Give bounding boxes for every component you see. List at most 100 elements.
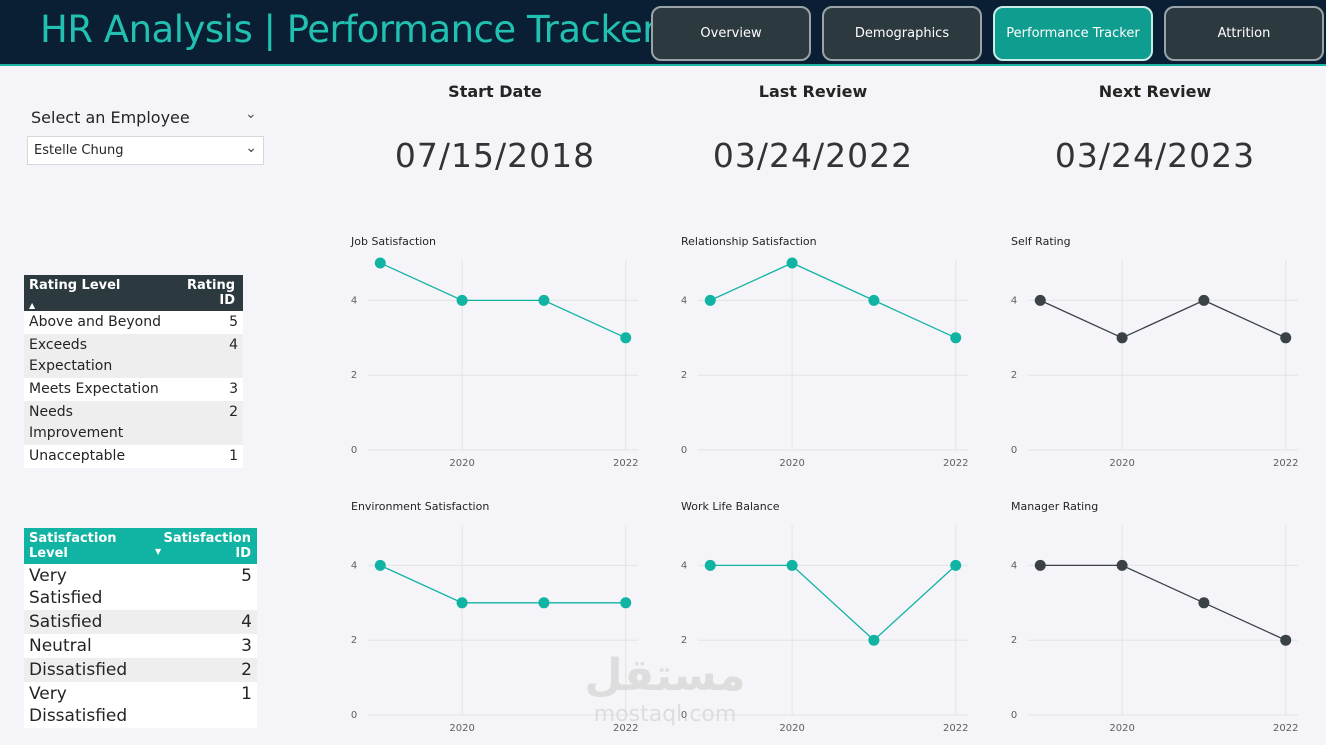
rating-id-cell: 3 xyxy=(166,378,243,401)
data-point[interactable] xyxy=(1280,634,1292,646)
x-tick-label: 2020 xyxy=(1109,723,1134,734)
data-point[interactable] xyxy=(1116,332,1128,344)
data-point[interactable] xyxy=(786,559,798,571)
satisfaction-level-cell: Dissatisfied xyxy=(24,658,151,682)
table-row: Neutral 3 xyxy=(24,634,257,658)
sort-ascending-icon: ▲ xyxy=(29,301,36,310)
y-tick-label: 0 xyxy=(681,710,687,721)
data-point[interactable] xyxy=(868,634,880,646)
satisfaction-id-cell: 2 xyxy=(150,658,257,682)
data-point[interactable] xyxy=(704,559,716,571)
employee-dropdown-value: Estelle Chung xyxy=(34,143,124,158)
y-tick-label: 2 xyxy=(351,370,357,381)
satisfaction-level-cell: Very Satisfied xyxy=(24,564,151,610)
y-tick-label: 0 xyxy=(351,445,357,456)
chart-title: Self Rating xyxy=(1011,235,1071,248)
data-point[interactable] xyxy=(1034,294,1046,306)
column-header-rating-id[interactable]: Rating ID xyxy=(166,275,243,311)
data-point[interactable] xyxy=(704,294,716,306)
chart-title: Environment Satisfaction xyxy=(351,500,489,513)
data-point[interactable] xyxy=(1198,597,1210,609)
watermark: مستقل mostaql.com xyxy=(580,650,750,730)
data-point[interactable] xyxy=(1034,559,1046,571)
environment-satisfaction-chart[interactable]: Environment Satisfaction 0 2 4 2020 2022 xyxy=(340,495,660,740)
rating-level-cell: Above and Beyond xyxy=(24,311,167,334)
nav-overview-button[interactable]: Overview xyxy=(651,6,811,61)
chart-title: Job Satisfaction xyxy=(350,235,436,248)
relationship-satisfaction-chart[interactable]: Relationship Satisfaction 0 2 4 2020 2022 xyxy=(670,230,990,475)
chart-svg: Job Satisfaction 0 2 4 2020 2022 xyxy=(350,235,638,469)
column-header-satisfaction-level[interactable]: Satisfaction Level xyxy=(24,528,151,564)
nav-attrition-button[interactable]: Attrition xyxy=(1164,6,1324,61)
series-line xyxy=(380,564,626,604)
data-point[interactable] xyxy=(538,597,550,609)
x-tick-label: 2022 xyxy=(1273,723,1298,734)
data-point[interactable] xyxy=(950,559,962,571)
satisfaction-level-cell: Very Dissatisfied xyxy=(24,682,151,728)
data-point[interactable] xyxy=(620,597,632,609)
rating-level-cell: Unacceptable xyxy=(24,445,167,468)
sort-descending-icon: ▼ xyxy=(155,547,162,556)
data-point[interactable] xyxy=(456,294,468,306)
data-point[interactable] xyxy=(950,332,962,344)
table-row: Dissatisfied 2 xyxy=(24,658,257,682)
table-row: Very Dissatisfied 1 xyxy=(24,682,257,728)
start-date-label: Start Date xyxy=(448,82,542,101)
column-header-satisfaction-id[interactable]: Satisfaction ID xyxy=(150,528,257,564)
next-review-value: 03/24/2023 xyxy=(1054,136,1256,175)
column-header-rating-level[interactable]: Rating Level ▲ xyxy=(24,275,167,311)
self-rating-chart[interactable]: Self Rating 0 2 4 2020 2022 xyxy=(1000,230,1320,475)
data-point[interactable] xyxy=(374,257,386,269)
series-line xyxy=(380,262,626,339)
rating-level-cell: Exceeds Expectation xyxy=(24,334,167,378)
rating-id-cell: 4 xyxy=(166,334,243,378)
x-tick-label: 2022 xyxy=(943,723,968,734)
x-tick-label: 2020 xyxy=(1109,458,1134,469)
y-tick-label: 4 xyxy=(681,560,687,571)
table-row: Needs Improvement 2 xyxy=(24,401,243,445)
data-point[interactable] xyxy=(868,294,880,306)
manager-rating-chart[interactable]: Manager Rating 0 2 4 2020 2022 xyxy=(1000,495,1320,740)
y-tick-label: 4 xyxy=(1011,560,1017,571)
x-tick-label: 2020 xyxy=(449,723,474,734)
next-review-label: Next Review xyxy=(1098,82,1212,101)
data-point[interactable] xyxy=(374,559,386,571)
chart-svg: Self Rating 0 2 4 2020 2022 xyxy=(1011,235,1299,469)
work-life-balance-chart[interactable]: Work Life Balance 0 2 4 2020 2022 xyxy=(670,495,990,740)
nav-performance-tracker-button[interactable]: Performance Tracker xyxy=(993,6,1153,61)
satisfaction-id-cell: 1 xyxy=(150,682,257,728)
data-point[interactable] xyxy=(786,257,798,269)
x-tick-label: 2022 xyxy=(613,723,638,734)
rating-id-cell: 5 xyxy=(166,311,243,334)
employee-dropdown[interactable]: Estelle Chung ⌄ xyxy=(27,136,264,165)
y-tick-label: 2 xyxy=(681,635,687,646)
job-satisfaction-chart[interactable]: Job Satisfaction 0 2 4 2020 2022 xyxy=(340,230,660,475)
satisfaction-id-cell: 3 xyxy=(150,634,257,658)
slicer-title: Select an Employee xyxy=(31,108,190,127)
y-tick-label: 0 xyxy=(351,710,357,721)
last-review-label: Last Review xyxy=(758,82,868,101)
table-row: Above and Beyond 5 xyxy=(24,311,243,334)
nav-demographics-button[interactable]: Demographics xyxy=(822,6,982,61)
x-tick-label: 2022 xyxy=(613,458,638,469)
data-point[interactable] xyxy=(1116,559,1128,571)
rating-level-table: Rating Level ▲ Rating ID Above and Beyond… xyxy=(24,275,243,468)
start-date-value: 07/15/2018 xyxy=(394,136,596,175)
y-tick-label: 4 xyxy=(1011,295,1017,306)
x-tick-label: 2022 xyxy=(1273,458,1298,469)
y-tick-label: 2 xyxy=(1011,635,1017,646)
x-tick-label: 2020 xyxy=(779,723,804,734)
table-row: Satisfied 4 xyxy=(24,610,257,634)
data-point[interactable] xyxy=(1280,332,1292,344)
data-point[interactable] xyxy=(456,597,468,609)
rating-level-cell: Needs Improvement xyxy=(24,401,167,445)
data-point[interactable] xyxy=(620,332,632,344)
x-tick-label: 2020 xyxy=(449,458,474,469)
data-point[interactable] xyxy=(1198,294,1210,306)
chart-svg: Work Life Balance 0 2 4 2020 2022 xyxy=(681,500,969,734)
slicer-collapse-chevron-icon[interactable]: ⌄ xyxy=(245,106,257,122)
y-tick-label: 2 xyxy=(1011,370,1017,381)
data-point[interactable] xyxy=(538,294,550,306)
series-line xyxy=(710,262,956,339)
chevron-down-icon[interactable]: ⌄ xyxy=(245,140,257,156)
